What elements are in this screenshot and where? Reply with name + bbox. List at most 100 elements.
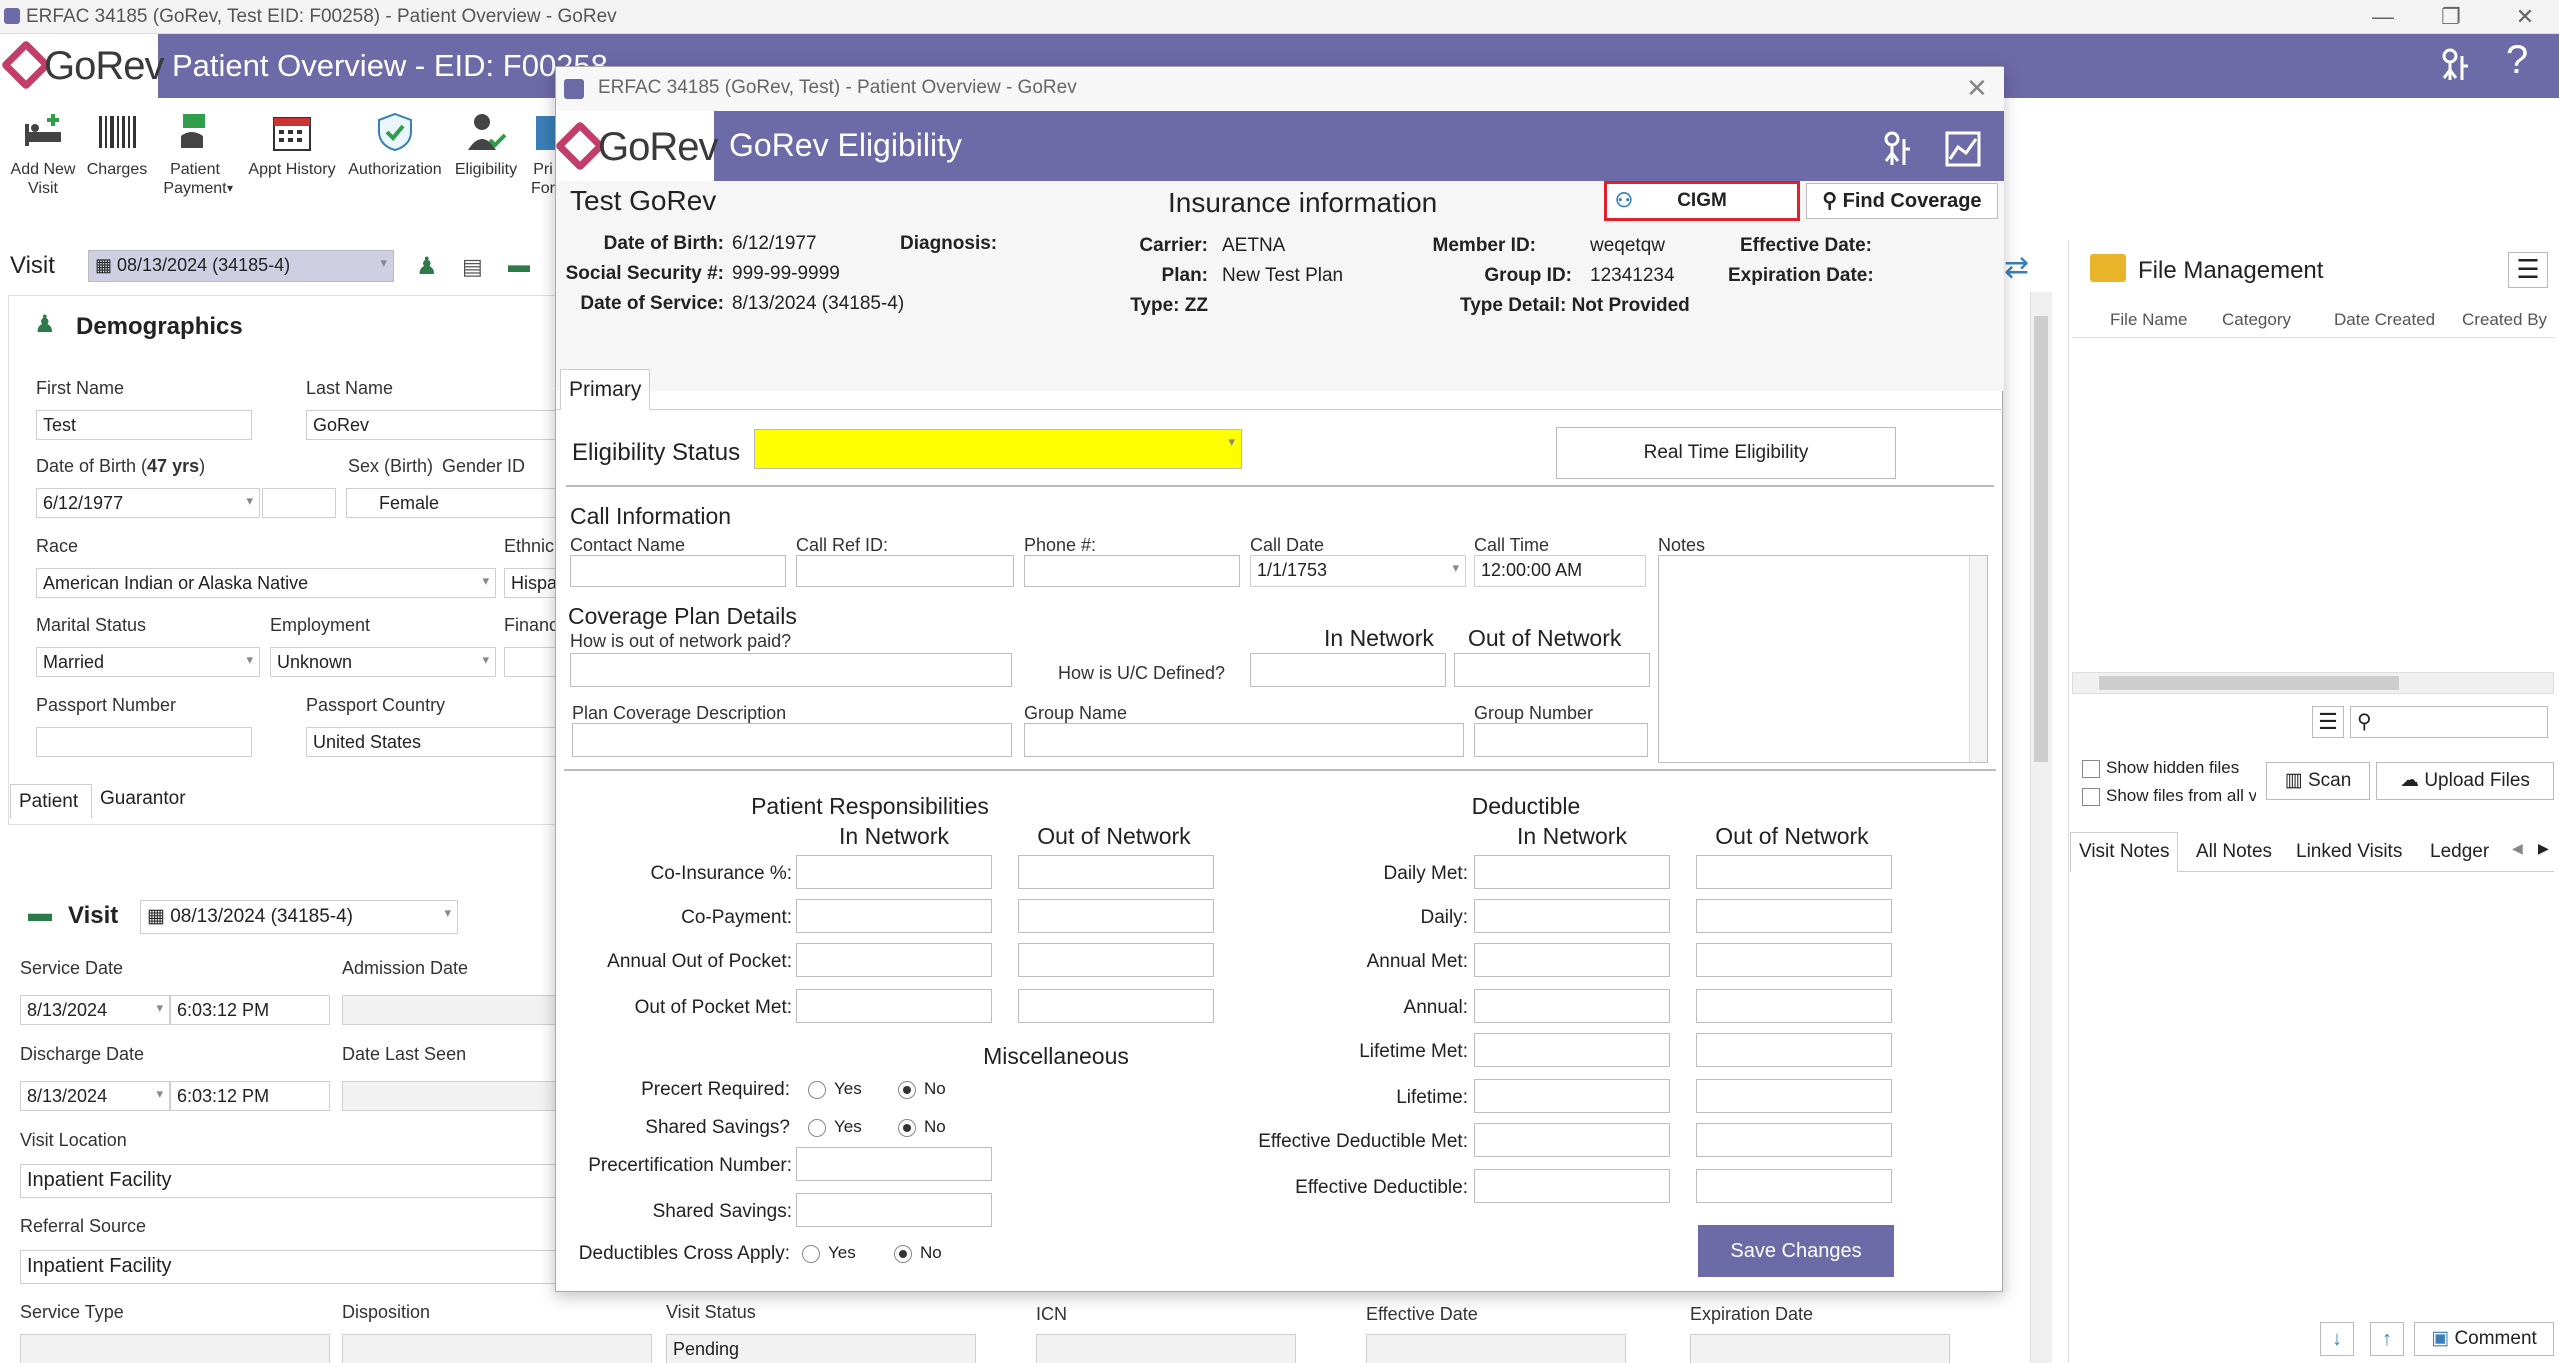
passport-country-field[interactable]: United States [306,727,560,757]
print-form-button[interactable]: Pri For [528,110,558,198]
visit-selector[interactable]: ▦ 08/13/2024 (34185-4) [88,250,394,282]
user-key-icon[interactable] [1880,129,1914,169]
call-ref-input[interactable] [796,555,1014,587]
eff-deductible-in-input[interactable] [1474,1169,1670,1203]
cross-no-radio[interactable] [894,1245,912,1263]
group-name-input[interactable] [1024,723,1464,757]
file-table-hscroll[interactable] [2072,672,2554,694]
upload-files-button[interactable]: ☁ Upload Files [2376,762,2554,800]
group-number-input[interactable] [1474,723,1648,757]
visit-status-field[interactable]: Pending [666,1334,976,1363]
race-field[interactable]: American Indian or Alaska Native [36,568,496,598]
disposition-field[interactable] [342,1334,652,1363]
lifetime-in-input[interactable] [1474,1079,1670,1113]
plan-desc-input[interactable] [572,723,1012,757]
phone-input[interactable] [1024,555,1240,587]
service-date-field[interactable]: 8/13/2024 [20,995,170,1025]
tab-ledger[interactable]: Ledger [2430,841,2490,862]
service-time-field[interactable]: 6:03:12 PM [170,995,330,1025]
oop-met-out-input[interactable] [1018,989,1214,1023]
finance-field[interactable] [504,647,560,677]
shared-savings-input[interactable] [796,1193,992,1227]
referral-field[interactable]: Inpatient Facility [20,1250,560,1284]
service-type-field[interactable] [20,1334,330,1363]
cigm-button[interactable]: ⚇ CIGM [1604,181,1800,221]
oon-paid-input[interactable] [570,653,1012,687]
cross-yes-radio[interactable] [802,1245,820,1263]
annual-met-in-input[interactable] [1474,943,1670,977]
annual-oop-in-input[interactable] [796,943,992,977]
eligibility-button[interactable]: Eligibility [450,110,522,179]
icn-field[interactable] [1036,1334,1296,1363]
lifetime-met-out-input[interactable] [1696,1033,1892,1067]
file-search-input[interactable]: ⚲ [2350,706,2548,738]
tab-primary[interactable]: Primary [560,369,651,410]
appt-history-button[interactable]: Appt History [244,110,340,179]
tab-linked-visits[interactable]: Linked Visits [2296,841,2403,862]
location-field[interactable]: Inpatient Facility [20,1164,560,1198]
eff-deductible-met-in-input[interactable] [1474,1123,1670,1157]
authorization-button[interactable]: Authorization [346,110,444,179]
annual-oop-out-input[interactable] [1018,943,1214,977]
last-seen-field[interactable] [342,1081,560,1111]
tab-patient[interactable]: Patient [10,784,92,818]
chart-icon[interactable] [1944,129,1982,169]
add-new-visit-button[interactable]: Add New Visit [6,110,80,198]
eff-deductible-met-out-input[interactable] [1696,1123,1892,1157]
ethnic-field[interactable]: Hispa [504,568,560,598]
daily-met-in-input[interactable] [1474,855,1670,889]
tab-guarantor[interactable]: Guarantor [100,788,186,809]
co-insurance-out-input[interactable] [1018,855,1214,889]
col-file-name[interactable]: File Name [2110,310,2188,329]
arrow-down-button[interactable]: ↓ [2320,1322,2354,1356]
shared-no-radio[interactable] [898,1119,916,1137]
annual-out-input[interactable] [1696,989,1892,1023]
visit-date-selector[interactable]: ▦ 08/13/2024 (34185-4) [140,900,458,934]
co-payment-in-input[interactable] [796,899,992,933]
help-button[interactable]: ? [2506,38,2529,82]
real-time-eligibility-button[interactable]: Real Time Eligibility [1556,427,1896,479]
show-all-checkbox[interactable] [2082,788,2100,806]
tab-next-icon[interactable]: ▶ [2538,840,2549,856]
discharge-date-field[interactable]: 8/13/2024 [20,1081,170,1111]
call-date-field[interactable]: 1/1/1753 [1250,555,1466,587]
eff-deductible-out-input[interactable] [1696,1169,1892,1203]
effective-date-field[interactable] [1366,1334,1626,1363]
uc-out-network-input[interactable] [1454,653,1650,687]
precert-no-radio[interactable] [898,1081,916,1099]
refresh-icon[interactable]: ⇄ [2004,251,2030,284]
tab-prev-icon[interactable]: ◀ [2512,840,2523,856]
user-key-icon[interactable] [2436,46,2476,86]
dialog-close-button[interactable]: ✕ [1966,73,1988,103]
patient-payment-button[interactable]: Patient Payment ▾ [154,110,236,198]
lifetime-met-in-input[interactable] [1474,1033,1670,1067]
dob-extra-field[interactable] [262,488,336,518]
comment-button[interactable]: ▣ Comment [2414,1322,2554,1356]
show-hidden-checkbox[interactable] [2082,760,2100,778]
col-category[interactable]: Category [2222,310,2291,329]
list-icon[interactable]: ☰ [2312,706,2344,738]
tab-visit-notes[interactable]: Visit Notes [2070,832,2179,872]
col-created-by[interactable]: Created By [2462,310,2548,329]
contact-name-input[interactable] [570,555,786,587]
daily-in-input[interactable] [1474,899,1670,933]
find-coverage-button[interactable]: ⚲ Find Coverage [1806,183,1998,219]
dob-field[interactable]: 6/12/1977 [36,488,260,518]
oop-met-in-input[interactable] [796,989,992,1023]
col-date-created[interactable]: Date Created [2334,310,2436,329]
shared-yes-radio[interactable] [808,1119,826,1137]
annual-in-input[interactable] [1474,989,1670,1023]
discharge-time-field[interactable]: 6:03:12 PM [170,1081,330,1111]
daily-out-input[interactable] [1696,899,1892,933]
marital-field[interactable]: Married [36,647,260,677]
main-scrollbar[interactable] [2030,292,2052,1363]
daily-met-out-input[interactable] [1696,855,1892,889]
gender-field[interactable]: Female [346,488,560,518]
arrow-up-button[interactable]: ↑ [2370,1322,2404,1356]
lifetime-out-input[interactable] [1696,1079,1892,1113]
expiration-date-field[interactable] [1690,1334,1950,1363]
notes-textarea[interactable] [1658,555,1988,763]
precert-number-input[interactable] [796,1147,992,1181]
close-button[interactable]: ✕ [2515,4,2535,29]
charges-button[interactable]: Charges [84,110,150,179]
